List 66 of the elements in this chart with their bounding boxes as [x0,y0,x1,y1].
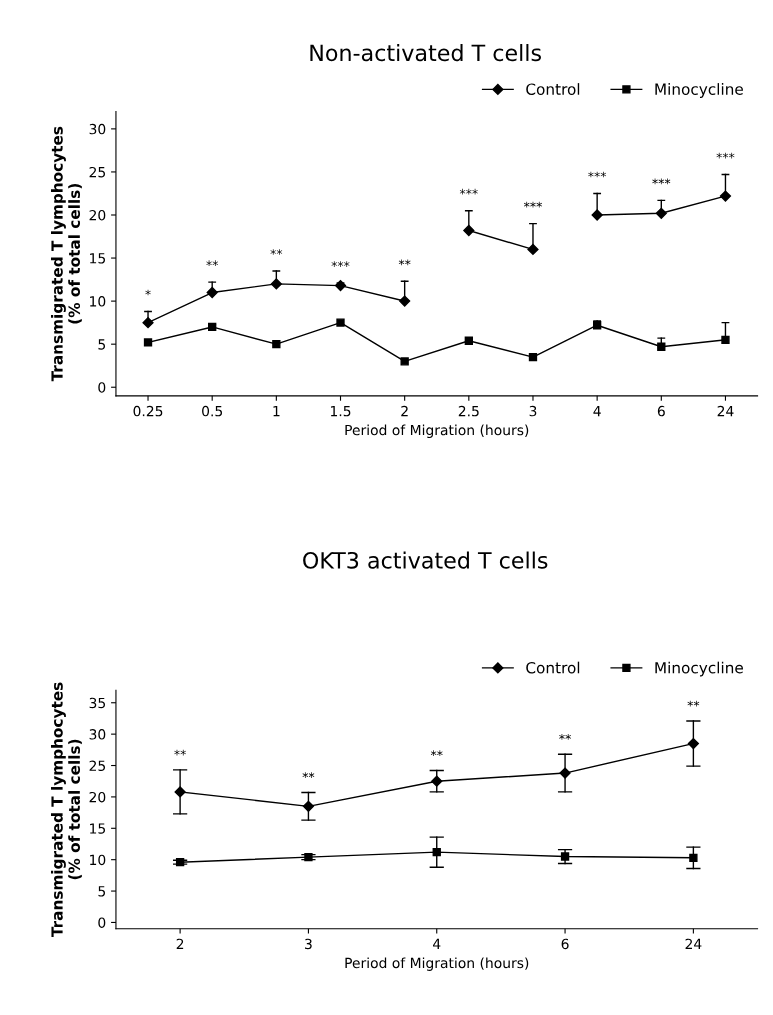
x-tick-label: 2 [401,405,408,417]
annotation: *** [588,171,607,178]
point [721,335,730,345]
point [270,278,282,290]
point [336,318,345,327]
y-tick-label: 5 [98,339,106,350]
y-tick-label: 0 [98,382,106,393]
y-axis-title: Transmigrated T lymphocytes (% of total cells) [50,682,82,938]
x-tick-label: 1 [273,406,280,417]
annotation: ** [302,772,315,778]
annotation: *** [523,201,542,208]
y-tick-label: 0 [98,917,106,928]
annotation: ** [559,734,571,740]
y-tick-label: 10 [90,296,106,307]
y-tick-label: 35 [89,697,106,709]
point [719,190,732,202]
y-tick-label: 5 [98,886,106,897]
chart-title: Non-activated T cells [310,44,541,62]
point [689,853,698,862]
annotation: ** [687,700,700,707]
y-tick-label: 30 [89,729,106,740]
x-tick-label: 1.5 [330,406,351,417]
legend-label: Minocycline [655,83,743,98]
x-tick-label: 24 [685,938,702,949]
annotation: *** [716,152,735,159]
x-tick-label: 24 [717,405,734,417]
x-axis-title: Period of Migration (hours) [345,424,529,439]
x-tick-label: 6 [657,405,665,417]
x-tick-label: 2 [176,938,184,949]
annotation: *** [331,261,350,267]
y-axis-title: Transmigrated T lymphocytes (% of total cells) [50,126,82,382]
chart-title: OKT3 activated T cells [303,551,548,569]
x-tick-label: 3 [529,405,537,417]
point [464,336,473,345]
annotation: ** [206,260,219,267]
point [143,338,153,347]
point [272,340,281,349]
y-tick-label: 20 [89,209,106,221]
point [400,357,409,366]
point [399,295,411,307]
x-tick-label: 3 [305,938,312,950]
x-tick-label: 6 [561,938,569,950]
legend-label: Control [526,83,580,95]
x-tick-label: 4 [433,938,441,949]
y-tick-label: 10 [90,854,106,866]
y-tick-label: 20 [89,791,106,803]
y-tick-label: 25 [89,760,106,771]
annotation: *** [459,188,478,195]
legend-label: Minocycline [655,661,743,677]
annotation: * [145,289,151,296]
annotation: ** [270,249,283,255]
point [528,352,538,362]
y-tick-label: 25 [89,166,106,178]
x-tick-label: 0.5 [202,405,223,417]
annotation: ** [398,259,411,266]
y-tick-label: 15 [90,823,106,834]
annotation: *** [652,178,671,185]
legend-label: Control [526,661,580,674]
x-tick-label: 4 [593,406,601,417]
x-axis-title: Period of Migration (hours) [345,957,529,971]
x-tick-label: 2.5 [458,405,479,417]
annotation: ** [174,749,186,756]
y-tick-label: 15 [90,253,106,264]
x-tick-label: 0.25 [133,405,163,417]
y-tick-label: 30 [89,123,106,135]
annotation: ** [430,750,443,757]
